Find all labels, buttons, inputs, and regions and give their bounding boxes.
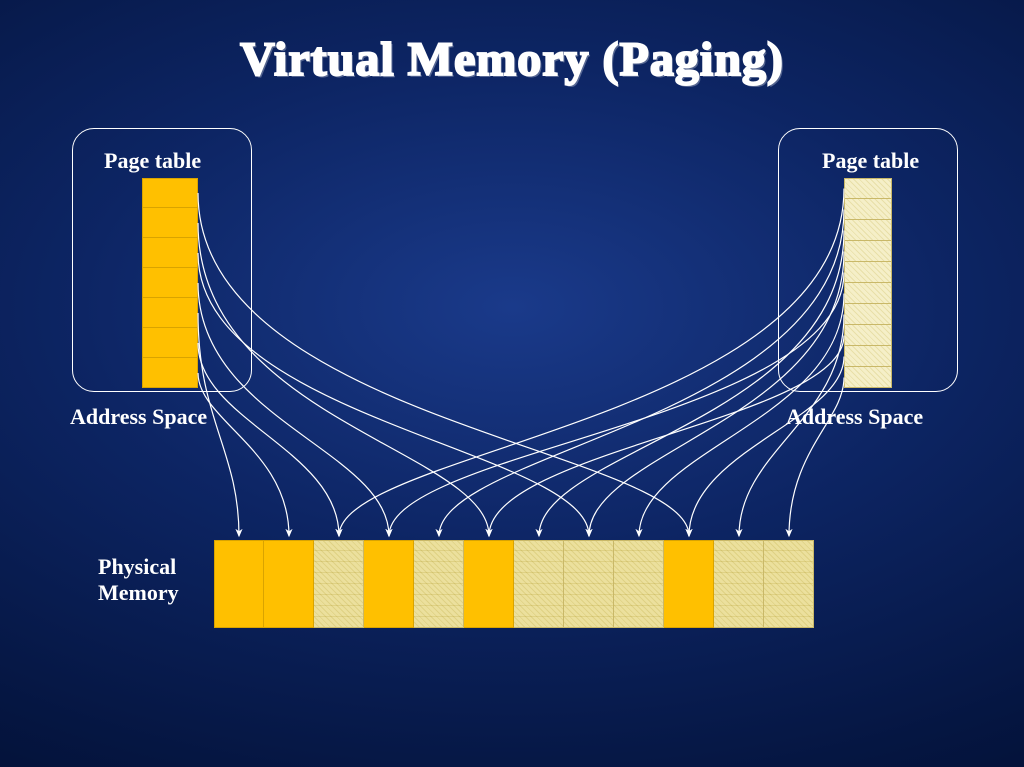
page-table-stack-left [142, 178, 198, 388]
physical-memory-label-line1: Physical [98, 554, 179, 580]
physical-page [714, 540, 764, 628]
page-table-entry [844, 367, 892, 388]
physical-memory-label: Physical Memory [98, 554, 179, 606]
page-table-entry [142, 178, 198, 208]
page-table-entry [844, 283, 892, 304]
page-table-entry [142, 298, 198, 328]
page-table-stack-right [844, 178, 892, 388]
physical-page [464, 540, 514, 628]
physical-memory-label-line2: Memory [98, 580, 179, 606]
physical-memory-row [214, 540, 814, 628]
page-table-entry [142, 208, 198, 238]
address-space-label-left: Address Space [70, 404, 207, 430]
physical-page [364, 540, 414, 628]
page-table-entry [844, 178, 892, 199]
physical-page [764, 540, 814, 628]
page-table-entry [844, 262, 892, 283]
page-table-entry [844, 220, 892, 241]
page-table-entry [844, 325, 892, 346]
physical-page [264, 540, 314, 628]
page-table-label-left: Page table [104, 148, 201, 174]
page-table-entry [844, 346, 892, 367]
page-table-entry [142, 328, 198, 358]
page-table-label-right: Page table [822, 148, 919, 174]
page-table-entry [844, 199, 892, 220]
page-table-entry [142, 268, 198, 298]
page-table-entry [142, 358, 198, 388]
physical-page [314, 540, 364, 628]
slide-title-text: Virtual Memory (Paging) [240, 33, 784, 86]
page-table-entry [844, 241, 892, 262]
slide-title: Virtual Memory (Paging) [0, 32, 1024, 87]
physical-page [664, 540, 714, 628]
physical-page [564, 540, 614, 628]
physical-page [414, 540, 464, 628]
physical-page [214, 540, 264, 628]
physical-page [514, 540, 564, 628]
address-space-label-right: Address Space [786, 404, 923, 430]
physical-page [614, 540, 664, 628]
page-table-entry [844, 304, 892, 325]
page-table-entry [142, 238, 198, 268]
